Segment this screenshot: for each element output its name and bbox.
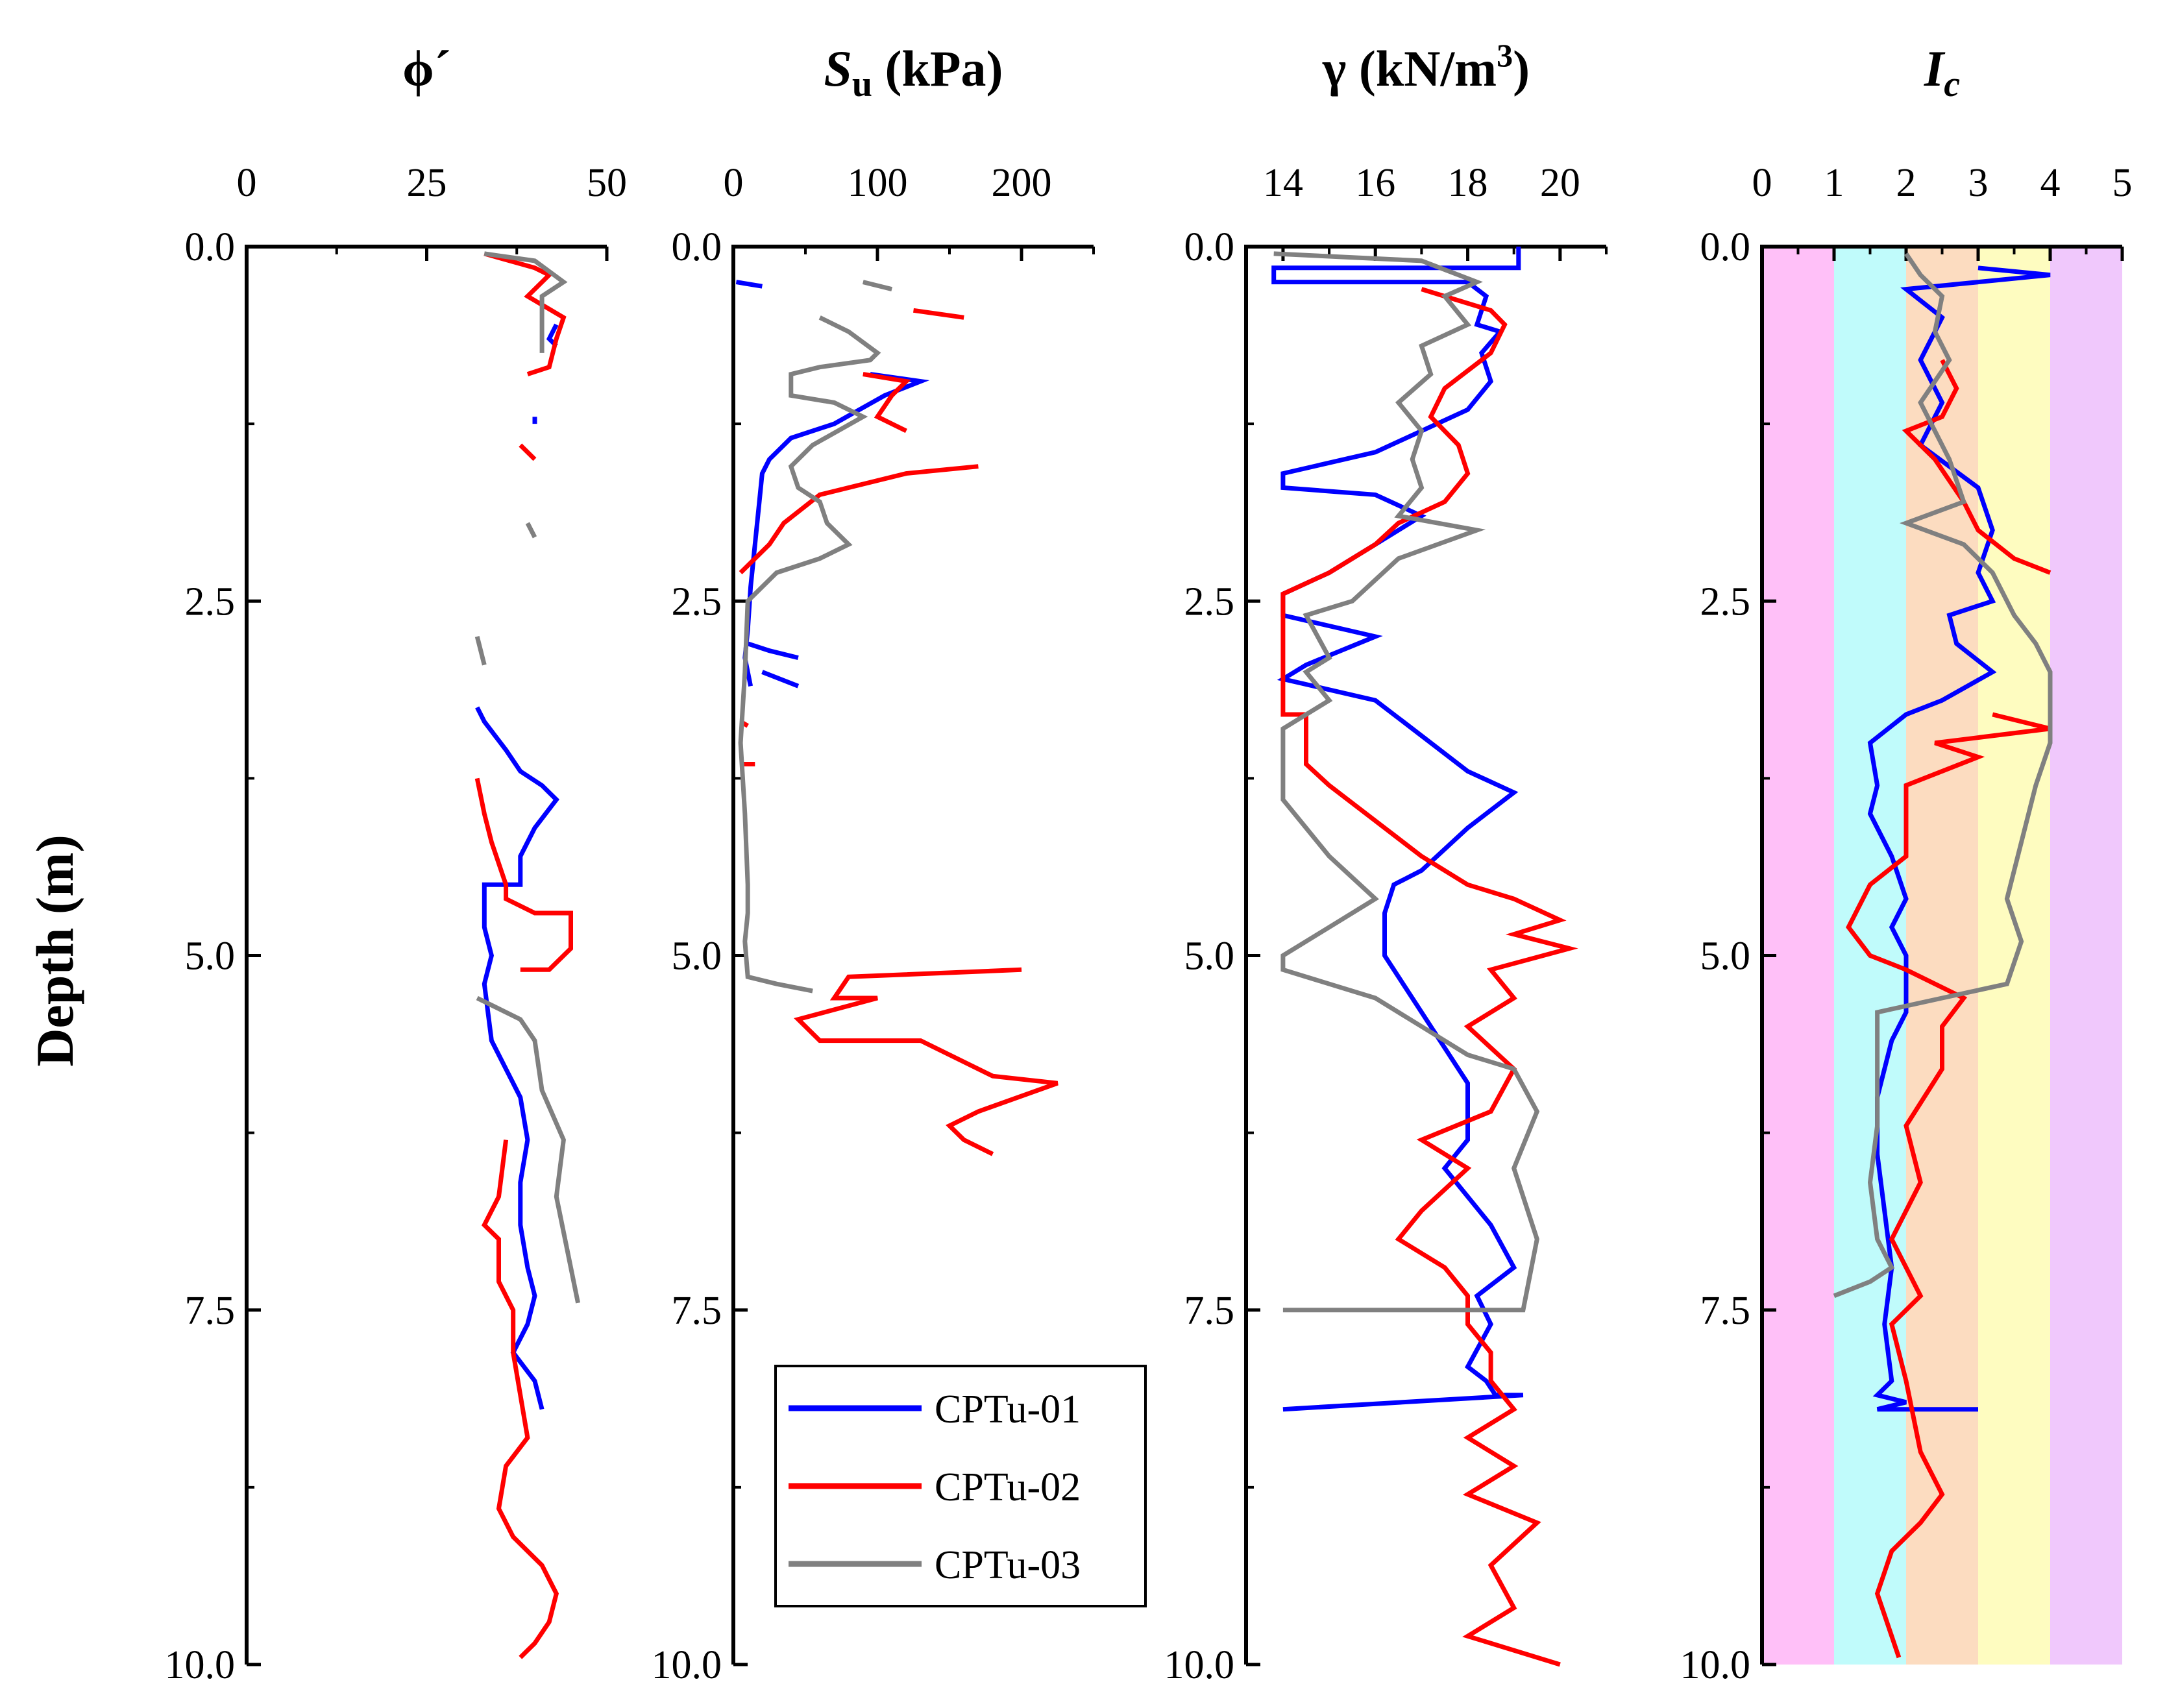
x-tick-label: 200: [992, 161, 1052, 205]
legend-label: CPTu-02: [935, 1465, 1081, 1509]
soil-zone-5: [2050, 247, 2122, 1665]
panel-3: γ (kN/m3) 14 16 18 20 0.0 2.5 5.0 7.5 10.0: [1164, 37, 1608, 1687]
panel-2: Su (kPa) 0 100 200 0.0 2.5 5.0 7.5 10.0: [652, 40, 1095, 1687]
series-line-cptu-02: [1846, 359, 2051, 1659]
soil-zone-4: [1978, 247, 2050, 1665]
x-tick-label: 2: [1896, 161, 1916, 205]
y-tick-label: 2.5: [672, 580, 722, 624]
series-line-cptu-01: [735, 280, 930, 689]
panel-title-symbol: ϕ´: [402, 40, 451, 97]
x-tick-label: 0: [724, 161, 744, 205]
x-tick-label: 16: [1355, 161, 1395, 205]
legend-label: CPTu-01: [935, 1387, 1081, 1432]
y-tick-label: 7.5: [672, 1289, 722, 1333]
x-tick-label: 20: [1540, 161, 1580, 205]
panel-title-subscript: u: [852, 64, 872, 104]
y-tick-label: 10.0: [1680, 1643, 1751, 1687]
panel-1: ϕ´ 0 25 50 0.0 2.5 5.0 7.5 10.0: [165, 40, 628, 1687]
panel-title-unit: (kN/m: [1346, 40, 1497, 97]
y-tick-label: 7.5: [1184, 1289, 1235, 1333]
x-tick-label: 0: [1752, 161, 1772, 205]
panel-title: ϕ´: [402, 40, 451, 97]
x-tick-label: 1: [1824, 161, 1844, 205]
panel-title-unit: (kPa): [872, 40, 1003, 97]
panel-title-symbol: S: [824, 40, 851, 97]
x-tick-label: 14: [1263, 161, 1303, 205]
x-tick-label: 0: [237, 161, 257, 205]
y-tick-label: 0.0: [1700, 225, 1751, 269]
legend: CPTu-01 CPTu-02 CPTu-03: [774, 1365, 1147, 1607]
soil-zone-3: [1906, 247, 1978, 1665]
series-line-cptu-03: [474, 251, 581, 1304]
y-tick-label: 5.0: [1184, 934, 1235, 979]
y-tick-label: 2.5: [1184, 580, 1235, 624]
series-line-cptu-02: [1280, 287, 1578, 1667]
panel-title-symbol: I: [1924, 40, 1946, 97]
panel-title-symbol: γ: [1322, 40, 1347, 97]
y-tick-label: 7.5: [185, 1289, 236, 1333]
series-line-cptu-03: [738, 280, 893, 994]
panel-title-unit-close: ): [1513, 40, 1530, 97]
series-line-cptu-03: [1833, 252, 2053, 1299]
x-tick-label: 50: [587, 161, 627, 205]
y-tick-label: 0.0: [672, 225, 722, 269]
series-line-cptu-03: [1273, 251, 1540, 1313]
x-tick-label: 4: [2040, 161, 2061, 205]
y-tick-label: 10.0: [165, 1643, 236, 1687]
series-line-cptu-02: [739, 308, 1059, 1156]
legend-label: CPTu-03: [935, 1543, 1081, 1587]
y-tick-label: 2.5: [185, 580, 236, 624]
panel-title: γ (kN/m3): [1322, 37, 1530, 97]
x-tick-label: 3: [1968, 161, 1989, 205]
y-tick-label: 2.5: [1700, 580, 1751, 624]
y-tick-label: 10.0: [1164, 1643, 1235, 1687]
y-tick-label: 5.0: [185, 934, 236, 979]
y-tick-label: 7.5: [1700, 1289, 1751, 1333]
y-tick-label: 10.0: [652, 1643, 722, 1687]
x-tick-label: 100: [848, 161, 908, 205]
x-tick-label: 5: [2112, 161, 2133, 205]
panels-layer: ϕ´0 25 500.02.55.07.510.0Su (kPa)0 100 2000.…: [165, 37, 2133, 1687]
y-tick-label: 5.0: [672, 934, 722, 979]
panel-title: Ic: [1924, 40, 1960, 104]
panel-title-subscript: c: [1944, 64, 1960, 104]
y-tick-label: 0.0: [1184, 225, 1235, 269]
series-line-cptu-02: [474, 251, 573, 1659]
depth-axis-title: Depth (m): [25, 835, 84, 1067]
panel-title: Su (kPa): [824, 40, 1003, 104]
x-tick-label: 25: [407, 161, 447, 205]
panel-4: Ic 0 1 2 3 4 5 0.0 2.5 5.0 7.5 10.0: [1680, 40, 2133, 1687]
x-tick-label: 18: [1448, 161, 1488, 205]
y-tick-label: 0.0: [185, 225, 236, 269]
panel-title-superscript: 3: [1497, 37, 1513, 73]
y-tick-label: 5.0: [1700, 934, 1751, 979]
series-line-cptu-01: [1867, 265, 2051, 1412]
